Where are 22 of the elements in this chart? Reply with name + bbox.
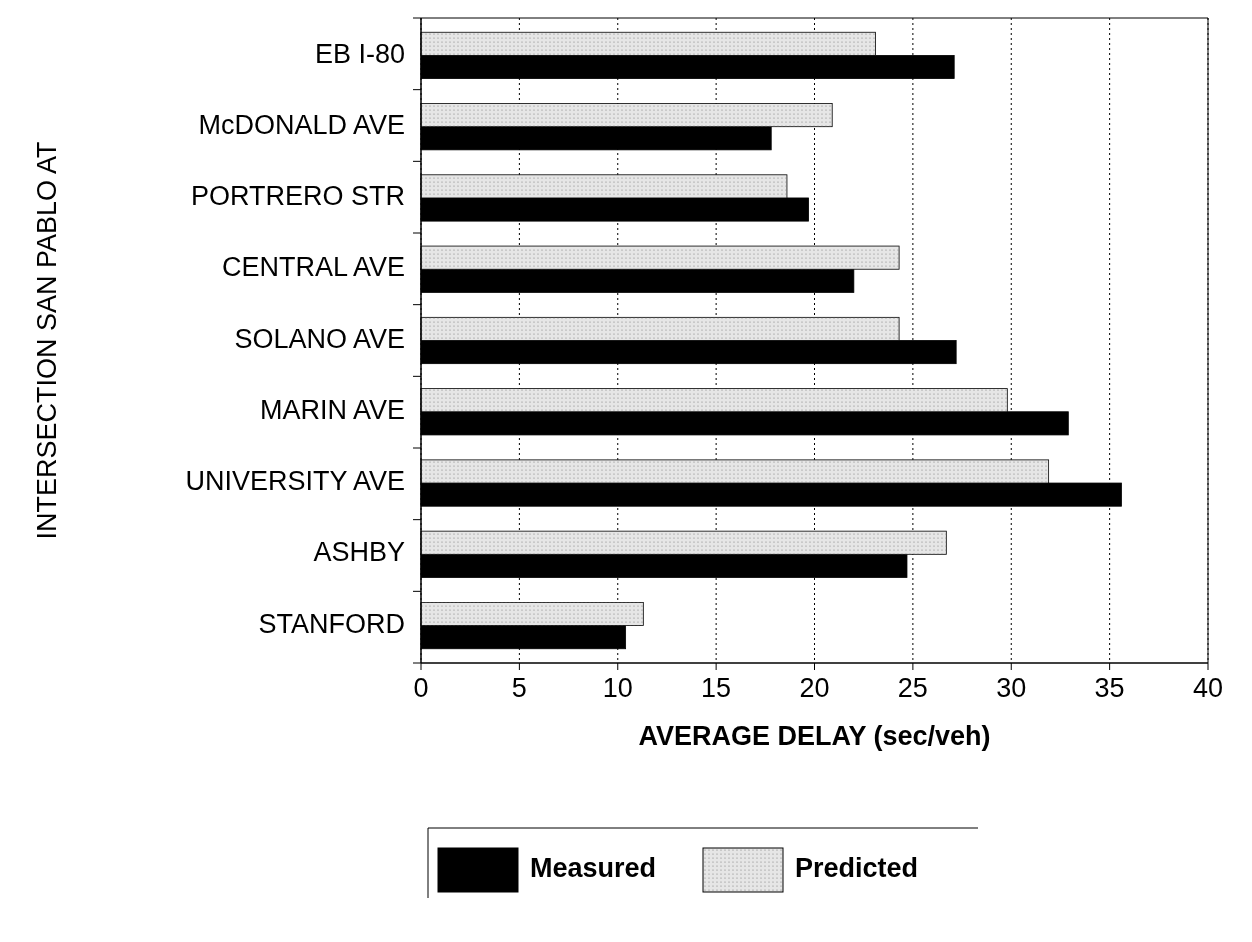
y-tick-label: STANFORD <box>258 608 405 639</box>
y-tick-label: UNIVERSITY AVE <box>185 466 405 497</box>
y-tick-label: McDONALD AVE <box>198 109 405 140</box>
x-axis-title: AVERAGE DELAY (sec/veh) <box>638 721 991 751</box>
x-tick-label: 0 <box>413 673 429 703</box>
y-tick-label: CENTRAL AVE <box>221 252 405 283</box>
y-axis-title: INTERSECTION SAN PABLO AT <box>32 141 62 540</box>
x-tick-label: 35 <box>1094 673 1125 703</box>
x-tick-label: 10 <box>602 673 633 703</box>
y-tick-label: PORTRERO STR <box>190 181 405 212</box>
legend-label: Predicted <box>795 853 919 884</box>
x-tick-label: 5 <box>511 673 527 703</box>
y-tick-label: EB I-80 <box>314 38 405 69</box>
y-tick-label: ASHBY <box>313 537 405 568</box>
x-tick-label: 30 <box>996 673 1027 703</box>
x-tick-label: 20 <box>799 673 830 703</box>
y-tick-label: MARIN AVE <box>259 394 405 425</box>
x-tick-label: 25 <box>897 673 928 703</box>
legend-label: Measured <box>530 853 657 884</box>
y-tick-label: SOLANO AVE <box>234 323 405 354</box>
x-tick-label: 40 <box>1192 673 1224 703</box>
x-tick-label: 15 <box>701 673 732 703</box>
